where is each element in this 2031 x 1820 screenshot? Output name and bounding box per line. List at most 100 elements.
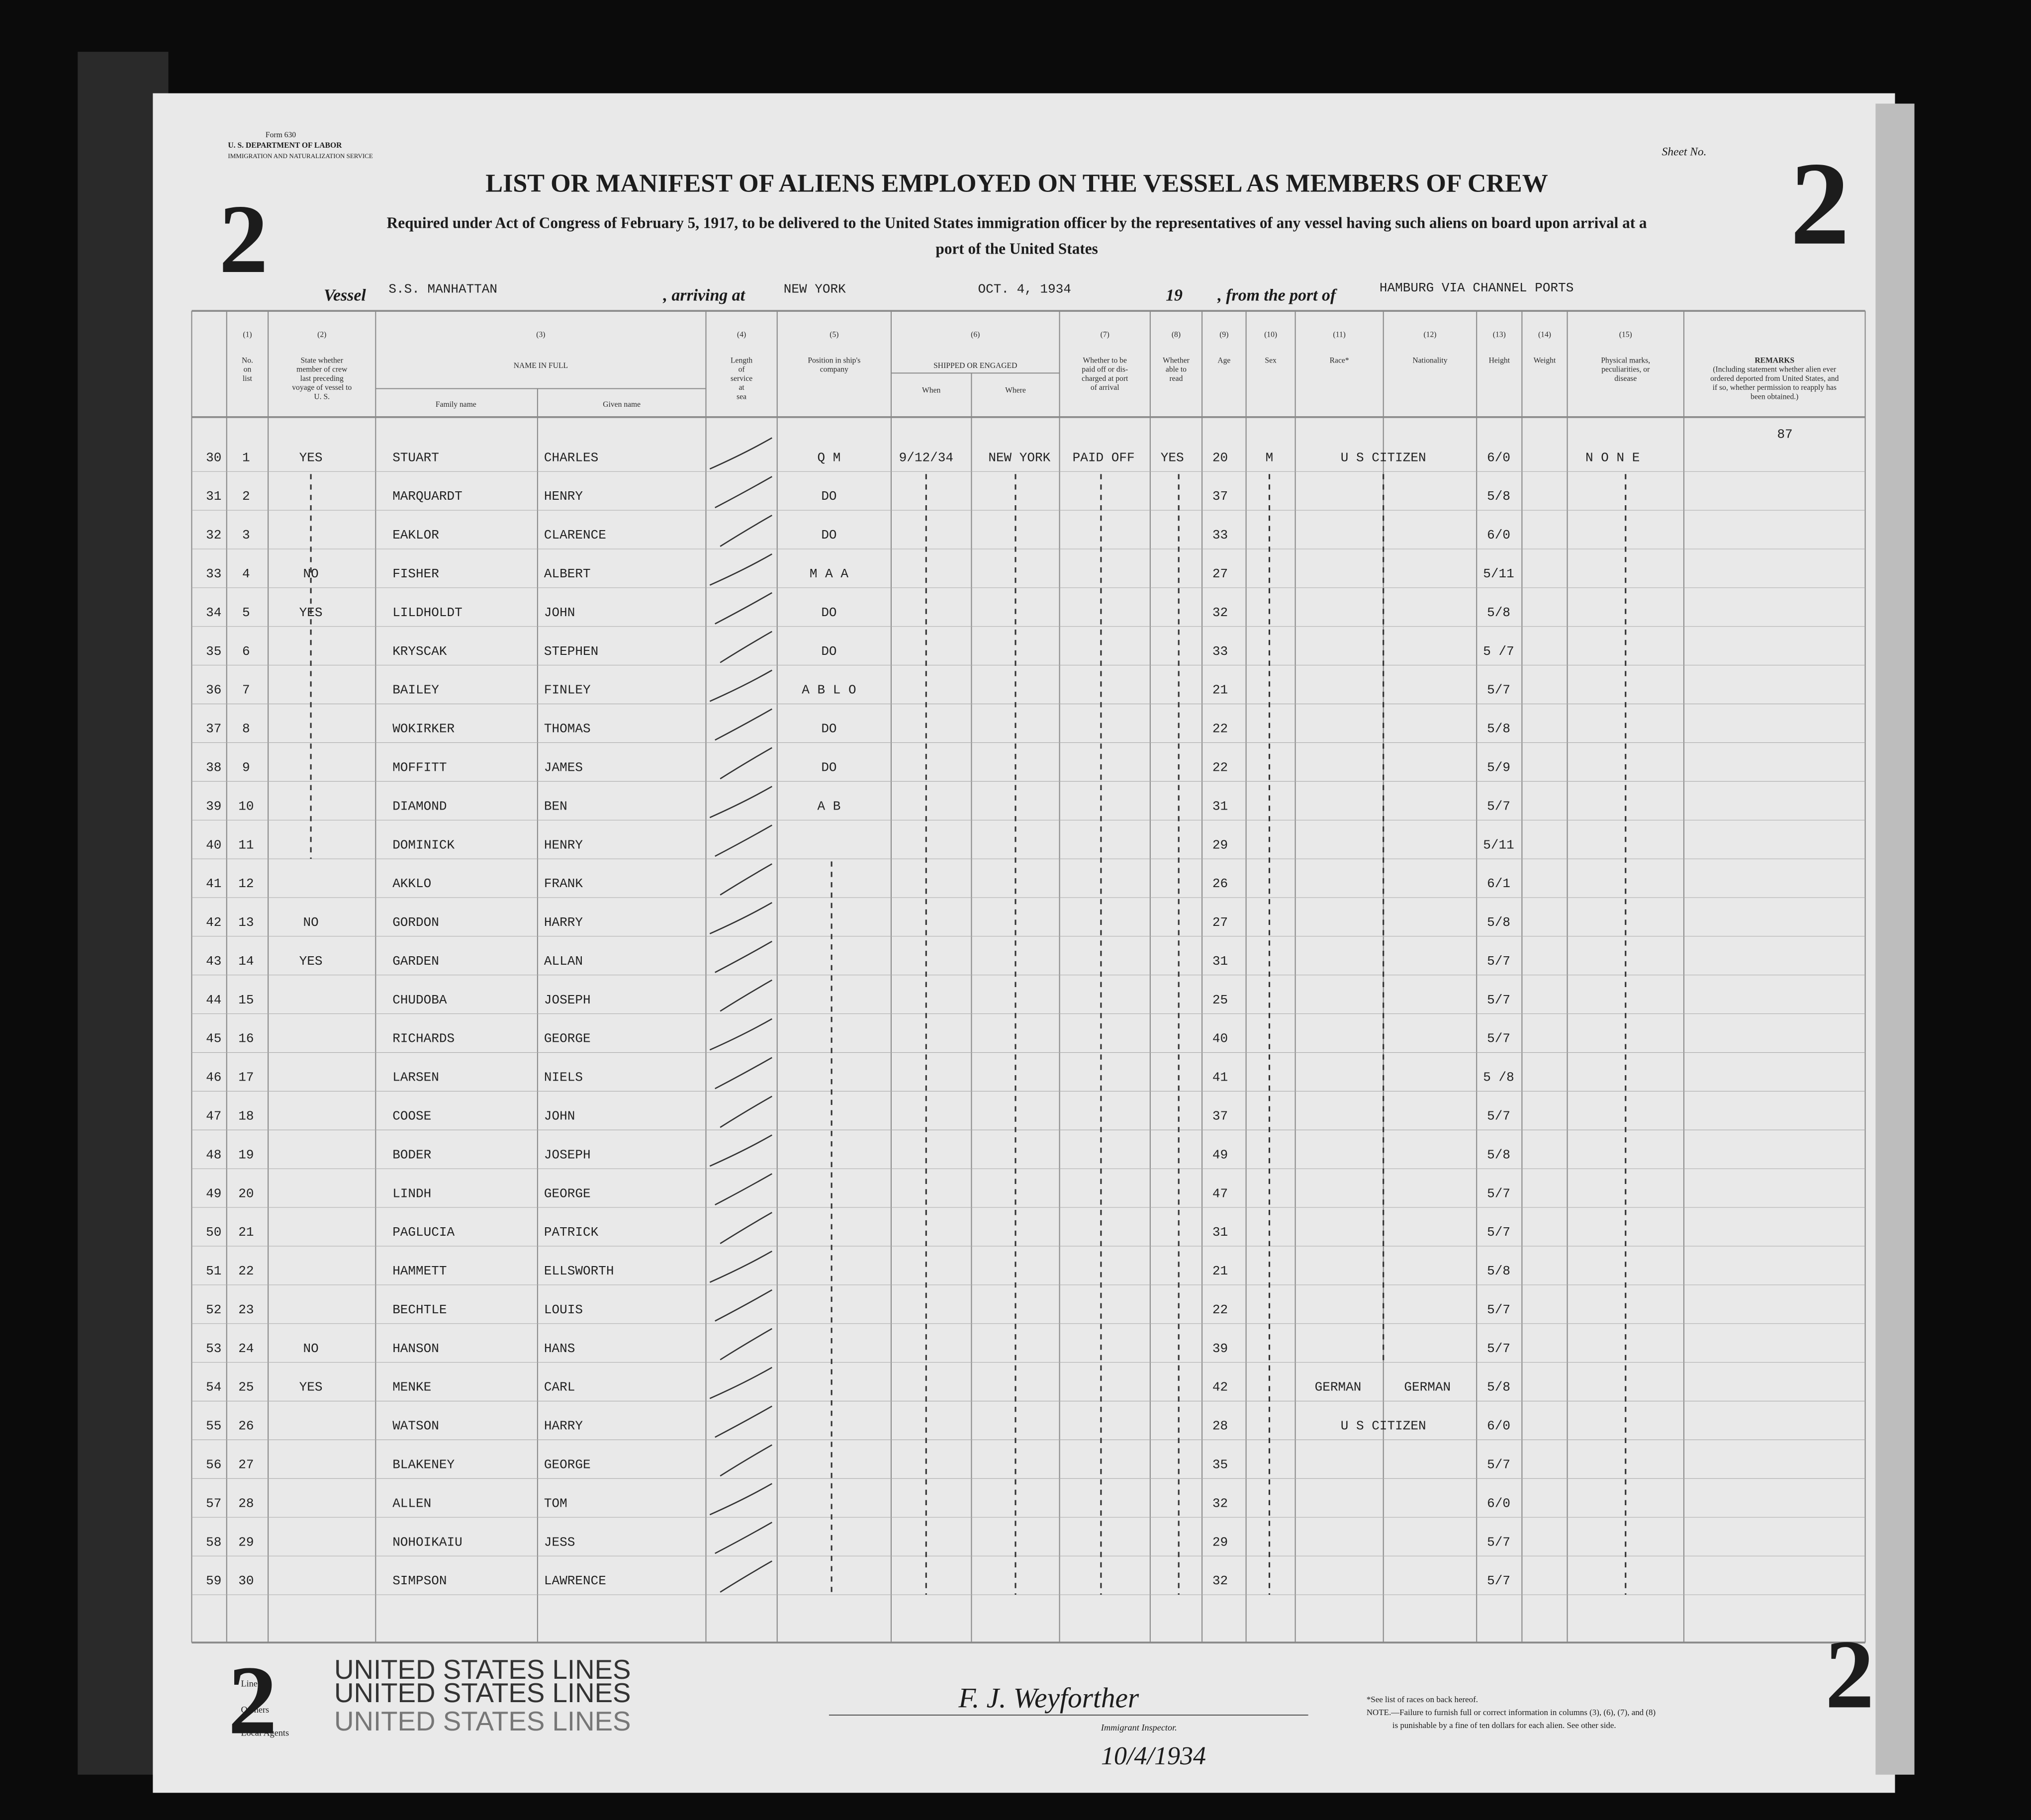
family-name: LARSEN	[392, 1070, 439, 1085]
line-number: 33	[206, 566, 221, 581]
column-number: (5)	[830, 330, 838, 339]
family-name: STUART	[392, 450, 439, 465]
column-label: at	[739, 383, 744, 392]
column-label: SHIPPED OR ENGAGED	[933, 362, 1017, 370]
column-sublabel: Where	[1005, 386, 1026, 394]
height: 5/7	[1487, 1341, 1510, 1356]
line-number: 43	[206, 954, 221, 969]
column-label: Race*	[1330, 356, 1349, 364]
list-number: 1	[242, 450, 250, 465]
age: 20	[1212, 450, 1228, 465]
agents-label: Local Agents	[241, 1728, 289, 1738]
position: A B	[818, 799, 841, 814]
inspector-label: Immigrant Inspector.	[1101, 1723, 1177, 1732]
height: 5/11	[1483, 837, 1514, 852]
column-label: Nationality	[1412, 356, 1447, 364]
paper	[153, 93, 1895, 1793]
vessel-label: Vessel	[324, 286, 366, 304]
service-stroke	[715, 1522, 772, 1554]
column-label: service	[731, 374, 752, 383]
line-number: 53	[206, 1341, 221, 1356]
sheet-number: 2	[219, 184, 268, 293]
given-name: HANS	[544, 1341, 575, 1356]
age: 42	[1212, 1380, 1228, 1395]
column-number: (9)	[1219, 330, 1228, 339]
column-label: sea	[737, 392, 746, 401]
height: 5/7	[1487, 1573, 1510, 1588]
subtitle-line: Required under Act of Congress of Februa…	[387, 214, 1647, 231]
column-label: U. S.	[314, 392, 330, 401]
given-name: ALLAN	[544, 954, 583, 969]
column-number: (15)	[1619, 330, 1632, 339]
list-number: 19	[238, 1147, 254, 1162]
list-number: 4	[242, 566, 250, 581]
given-name: GEORGE	[544, 1457, 591, 1472]
list-number: 8	[242, 722, 250, 736]
service-stroke	[715, 476, 772, 509]
height: 5/11	[1483, 566, 1514, 581]
height: 5/7	[1487, 1457, 1510, 1472]
position: M A A	[810, 566, 848, 581]
age: 33	[1212, 644, 1228, 659]
column-label: ordered deported from United States, and	[1710, 374, 1839, 383]
service-stroke	[715, 940, 772, 973]
previous-voyage: YES	[299, 1380, 323, 1395]
given-name: JESS	[544, 1535, 575, 1549]
line-number: 57	[206, 1496, 221, 1511]
previous-voyage: YES	[299, 605, 323, 620]
signature-date: 10/4/1934	[1101, 1742, 1206, 1770]
column-sublabel: Family name	[436, 400, 476, 409]
given-name: FRANK	[544, 876, 583, 891]
service-stroke	[715, 1057, 772, 1090]
column-label: Height	[1489, 356, 1510, 364]
owners-label: Owners	[241, 1705, 269, 1715]
service: IMMIGRATION AND NATURALIZATION SERVICE	[228, 152, 372, 160]
age: 27	[1212, 915, 1228, 930]
given-name: PATRICK	[544, 1225, 599, 1240]
family-name: BAILEY	[392, 683, 439, 698]
column-label: Weight	[1534, 356, 1556, 364]
height: 5/8	[1487, 605, 1510, 620]
height: 5/8	[1487, 1264, 1510, 1278]
subtitle-line: port of the United States	[935, 240, 1098, 258]
able-to-read: YES	[1161, 450, 1184, 465]
paper-edge	[1875, 103, 1915, 1775]
given-name: HENRY	[544, 489, 583, 504]
service-stroke	[715, 1173, 772, 1206]
age: 25	[1212, 993, 1228, 1007]
column-label: peculiarities, or	[1601, 365, 1650, 374]
line-number: 31	[206, 489, 221, 504]
given-name: TOM	[544, 1496, 567, 1511]
age: 26	[1212, 876, 1228, 891]
column-label: Whether to be	[1083, 356, 1127, 364]
given-name: JOSEPH	[544, 993, 591, 1007]
column-number: (2)	[317, 330, 326, 339]
line-number: 41	[206, 876, 221, 891]
physical-marks: N O N E	[1585, 450, 1640, 465]
age: 37	[1212, 1108, 1228, 1123]
height: 6/0	[1487, 1419, 1510, 1434]
given-name: JOHN	[544, 605, 575, 620]
age: 29	[1212, 1535, 1228, 1549]
agents-stamp: UNITED STATES LINES	[334, 1706, 631, 1736]
given-name: STEPHEN	[544, 644, 598, 659]
text-layer: Form 630 U. S. DEPARTMENT OF LABOR IMMIG…	[206, 131, 1874, 1770]
service-stroke	[715, 1289, 772, 1322]
line-number: 38	[206, 760, 221, 775]
family-name: MOFFITT	[392, 760, 447, 775]
owners-stamp: UNITED STATES LINES	[334, 1677, 631, 1708]
service-stroke	[715, 824, 772, 857]
service-stroke	[709, 669, 772, 702]
height: 5 /7	[1483, 644, 1514, 659]
list-number: 29	[238, 1535, 254, 1549]
sheet-number: 2	[228, 1645, 277, 1754]
given-name: JOSEPH	[544, 1147, 591, 1162]
column-label: of arrival	[1091, 383, 1119, 392]
list-number: 27	[238, 1457, 254, 1472]
service-stroke	[720, 1212, 772, 1244]
age: 41	[1212, 1070, 1228, 1085]
column-label: Age	[1217, 356, 1230, 364]
given-name: HARRY	[544, 1419, 583, 1434]
line-number: 30	[206, 450, 221, 465]
given-name: FINLEY	[544, 683, 591, 698]
